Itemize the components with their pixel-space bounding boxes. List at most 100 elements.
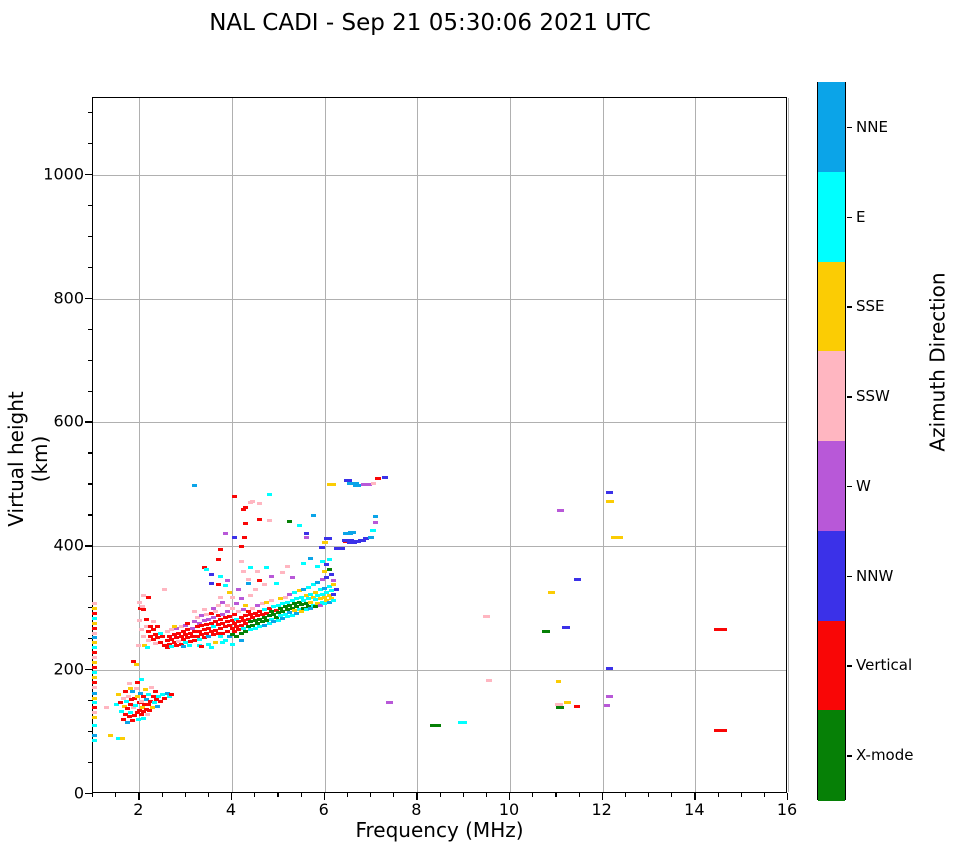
gridline-x bbox=[417, 98, 419, 792]
data-point bbox=[296, 607, 302, 611]
data-point bbox=[714, 729, 728, 733]
data-point bbox=[373, 515, 379, 519]
data-point bbox=[604, 703, 611, 707]
data-point bbox=[341, 538, 354, 542]
data-point bbox=[268, 574, 274, 578]
data-point bbox=[169, 645, 175, 649]
data-point bbox=[324, 591, 330, 595]
y-major-tick bbox=[85, 793, 92, 795]
data-point bbox=[164, 630, 170, 634]
plot-area bbox=[91, 97, 789, 793]
data-point bbox=[136, 600, 142, 604]
data-point bbox=[224, 579, 230, 583]
data-point bbox=[201, 619, 207, 623]
data-point bbox=[287, 603, 293, 607]
data-point bbox=[245, 577, 251, 581]
data-point bbox=[264, 566, 270, 570]
y-major-tick bbox=[85, 297, 92, 299]
data-point bbox=[186, 643, 192, 647]
gridline-y bbox=[93, 546, 786, 548]
data-point bbox=[268, 617, 274, 621]
x-major-tick bbox=[231, 793, 233, 800]
data-point bbox=[315, 594, 321, 598]
data-point bbox=[326, 585, 332, 589]
x-minor-tick bbox=[532, 793, 534, 797]
data-point bbox=[91, 606, 97, 610]
data-point bbox=[190, 626, 196, 630]
data-point bbox=[292, 601, 298, 605]
data-point bbox=[353, 539, 362, 543]
data-point bbox=[143, 617, 149, 621]
data-point bbox=[326, 568, 332, 572]
data-point bbox=[315, 601, 321, 605]
gridline-x bbox=[324, 98, 326, 792]
data-point bbox=[183, 640, 189, 644]
data-point bbox=[259, 601, 265, 605]
data-point bbox=[287, 611, 293, 615]
data-point bbox=[243, 630, 249, 634]
data-point bbox=[254, 622, 260, 626]
data-point bbox=[164, 638, 170, 642]
data-point bbox=[141, 634, 147, 638]
data-point bbox=[104, 705, 110, 709]
data-point bbox=[254, 569, 260, 573]
data-point bbox=[301, 562, 307, 566]
data-point bbox=[201, 607, 207, 611]
data-point bbox=[319, 546, 326, 550]
data-point bbox=[164, 646, 170, 650]
data-point bbox=[185, 622, 191, 626]
data-point bbox=[146, 595, 152, 599]
data-point bbox=[368, 535, 374, 539]
x-axis-label: Frequency (MHz) bbox=[355, 818, 524, 842]
data-point bbox=[220, 631, 226, 635]
data-point bbox=[122, 704, 127, 708]
colorbar-tick bbox=[847, 396, 852, 398]
data-point bbox=[171, 625, 177, 629]
gridline-x bbox=[510, 98, 511, 792]
data-point bbox=[199, 645, 205, 649]
data-point bbox=[160, 634, 165, 638]
data-point bbox=[238, 631, 244, 635]
y-tick-label: 800 bbox=[53, 288, 84, 308]
data-point bbox=[308, 593, 314, 597]
data-point bbox=[206, 642, 212, 646]
data-point bbox=[554, 703, 563, 707]
data-point bbox=[139, 705, 145, 709]
data-point bbox=[217, 574, 223, 578]
data-point bbox=[148, 685, 154, 689]
data-point bbox=[315, 564, 321, 568]
y-minor-tick bbox=[88, 359, 92, 361]
data-point bbox=[220, 600, 226, 604]
data-point bbox=[164, 692, 170, 696]
data-point bbox=[308, 557, 314, 561]
data-point bbox=[257, 502, 263, 506]
gridline-x bbox=[788, 98, 789, 792]
data-point bbox=[303, 607, 309, 611]
data-point bbox=[204, 631, 210, 635]
data-point bbox=[150, 694, 156, 698]
data-point bbox=[243, 603, 249, 607]
data-point bbox=[252, 588, 258, 592]
x-minor-tick bbox=[485, 793, 488, 797]
colorbar-segment-nne bbox=[818, 82, 845, 173]
data-point bbox=[299, 595, 304, 599]
colorbar-tick bbox=[847, 126, 852, 129]
data-point bbox=[606, 694, 614, 698]
data-point bbox=[223, 531, 229, 535]
data-point bbox=[147, 708, 153, 712]
colorbar-category-label: SSW bbox=[856, 387, 890, 406]
data-point bbox=[556, 679, 562, 683]
y-tick-label: 0 bbox=[73, 783, 84, 803]
colorbar bbox=[817, 82, 846, 801]
data-point bbox=[714, 627, 728, 631]
data-point bbox=[91, 671, 97, 675]
data-point bbox=[234, 617, 240, 621]
y-minor-tick bbox=[88, 328, 92, 330]
data-point bbox=[574, 705, 581, 709]
colorbar-label: Azimuth Direction bbox=[925, 272, 950, 452]
data-point bbox=[178, 642, 184, 646]
colorbar-segment-sse bbox=[818, 261, 845, 353]
data-point bbox=[347, 541, 358, 545]
data-point bbox=[541, 629, 550, 633]
data-point bbox=[183, 633, 189, 637]
